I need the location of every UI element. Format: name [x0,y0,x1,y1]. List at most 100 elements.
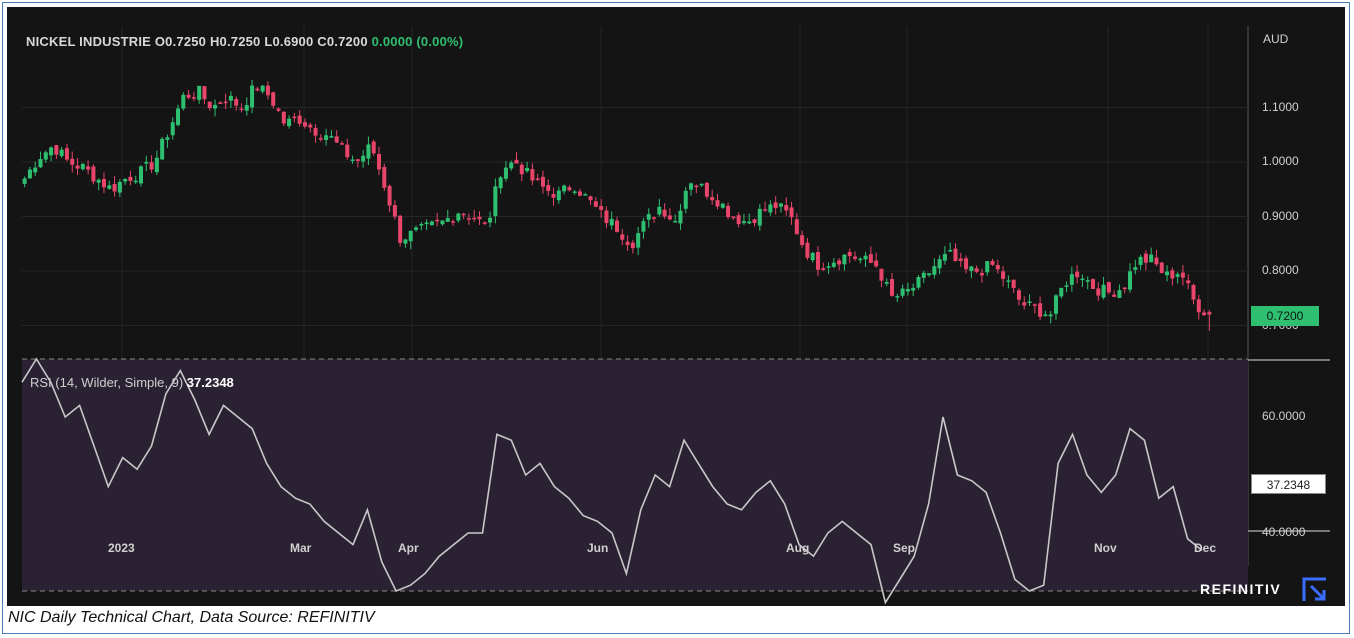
candle-body [213,104,218,109]
candle-body [91,166,96,182]
candle-body [572,191,577,193]
candle-body [429,221,434,226]
candle-body [165,137,170,140]
candle-body [96,179,101,183]
candle-body [673,220,678,223]
candle-body [1170,270,1175,279]
candle-body [752,219,757,224]
candle-body [985,261,990,273]
candle-body [562,185,567,192]
candle-body [456,213,461,221]
refinitiv-logo-icon [1302,577,1326,601]
rsi-legend-label: RSI (14, Wilder, Simple, 9) [30,375,184,390]
candle-body [271,92,276,106]
candle-body [588,196,593,201]
candle-body [207,101,212,109]
candle-body [302,122,307,127]
price-tick-label: 1.0000 [1262,154,1299,168]
candle-body [604,210,609,224]
candle-body [863,255,868,260]
candle-body [133,180,138,183]
candle-body [800,235,805,245]
candle-body [1006,280,1011,282]
candle-body [1053,295,1058,314]
rsi-tick-label: 40.0000 [1262,525,1306,539]
candle-body [75,165,80,169]
candle-body [942,254,947,261]
candle-body [239,108,244,110]
candle-body [837,260,842,265]
candle-body [234,99,239,106]
candle-body [1128,271,1133,290]
candle-body [101,178,106,188]
legend-low: L0.6900 [264,34,314,49]
candle-body [747,221,752,224]
price-tick-label: 1.1000 [1262,99,1299,114]
candle-body [482,222,487,224]
candle-body [1011,279,1016,288]
candle-body [858,258,863,261]
candle-body [59,149,64,157]
candle-body [334,136,339,143]
candle-body [932,266,937,275]
legend-open: O0.7250 [154,34,207,49]
candle-body [773,202,778,208]
candle-body [890,279,895,296]
candle-body [911,287,916,291]
candle-body [149,162,154,170]
candle-body [784,205,789,211]
candle-body [176,108,181,126]
candle-body [630,242,635,249]
candle-body [451,221,456,223]
candle-body [493,186,498,216]
candle-body [1207,311,1212,315]
candle-body [1202,312,1207,316]
candle-body [1138,256,1143,265]
candle-body [1075,271,1080,278]
figure-caption: NIC Daily Technical Chart, Data Source: … [8,609,375,626]
candle-body [186,94,191,98]
candle-body [900,288,905,296]
candle-body [815,251,820,270]
candle-body [250,85,255,108]
candle-body [1180,272,1185,278]
candle-body [625,241,630,246]
candle-body [414,227,419,230]
candle-body [964,258,969,270]
candle-body [117,182,122,193]
legend-high: H0.7250 [209,34,261,49]
time-tick-label: Sep [893,541,916,555]
candle-body [667,215,672,220]
candle-body [1117,290,1122,298]
brand-logo-text: REFINITIV [1200,581,1282,597]
candle-body [144,161,149,164]
candle-body [339,143,344,145]
candle-body [551,193,556,198]
candle-body [879,268,884,281]
legend-close: C0.7200 [317,34,368,49]
candle-body [223,101,228,104]
candle-body [514,159,519,164]
candle-body [403,239,408,244]
candle-body [49,147,54,156]
candle-body [546,185,551,191]
rsi-line [21,357,1203,605]
time-tick-label: Apr [398,541,419,555]
candle-body [297,115,302,124]
candle-body [472,217,477,220]
candle-body [916,276,921,288]
candle-body [123,179,128,182]
candle-body [318,138,323,140]
rsi-legend-value: 37.2348 [186,375,234,390]
candle-body [1122,287,1127,290]
candle-body [948,250,953,252]
candle-body [1106,282,1111,293]
candle-body [324,135,329,140]
candle-body [699,183,704,186]
candle-body [197,85,202,100]
ohlc-legend: NICKEL INDUSTRIE O0.7250 H0.7250 L0.6900… [26,34,463,49]
candle-body [361,155,366,162]
candle-body [445,218,450,222]
candle-body [921,272,926,278]
